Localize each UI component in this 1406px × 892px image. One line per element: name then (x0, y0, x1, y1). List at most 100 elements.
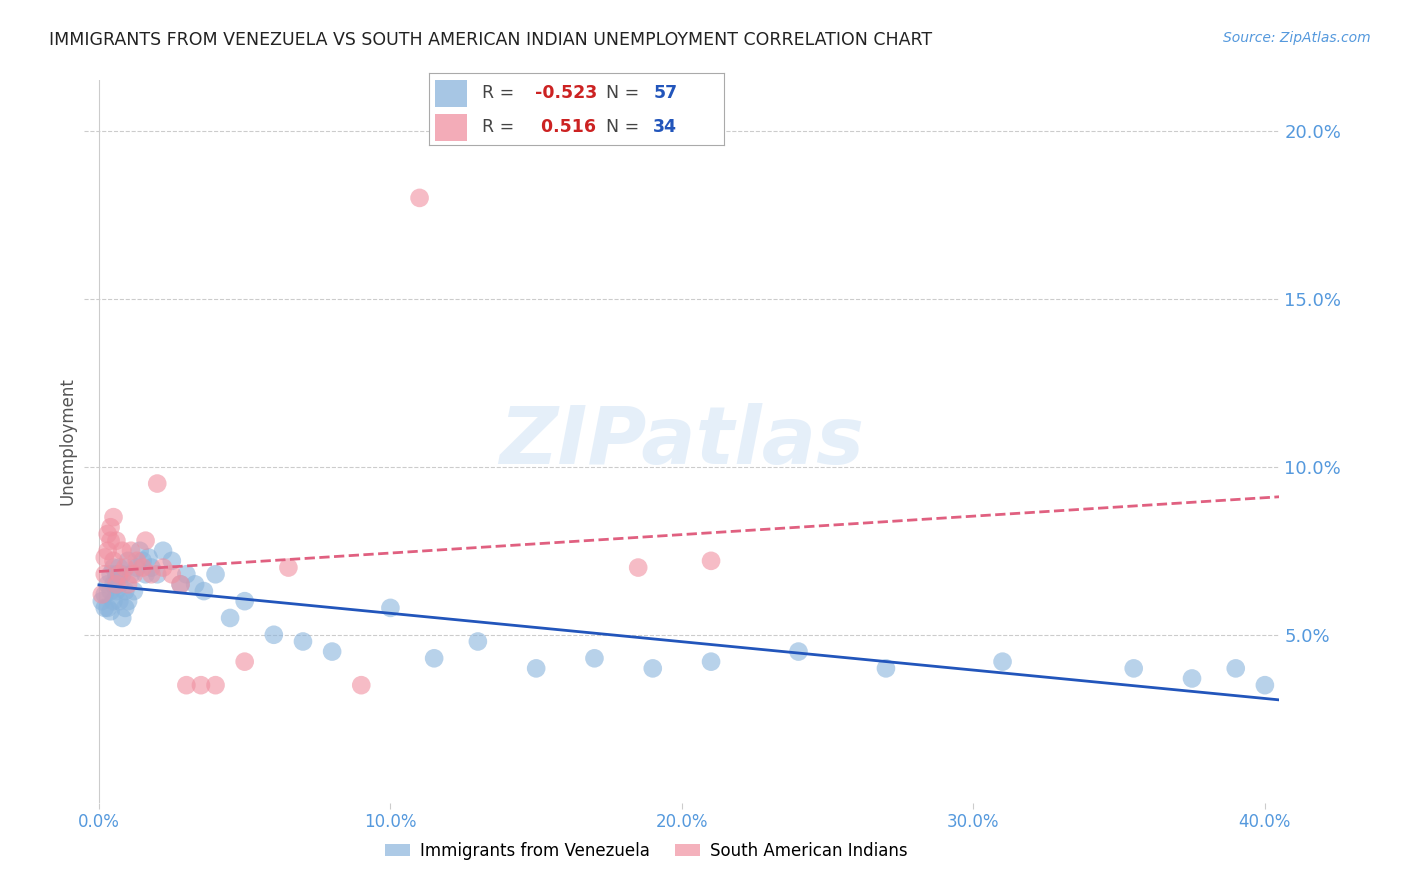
Point (108, 567, 131, 582)
Point (263, 628, 285, 642)
Point (100, 533, 122, 548)
Point (146, 567, 169, 582)
Point (122, 567, 145, 582)
Point (787, 644, 810, 658)
Point (350, 678, 373, 692)
Point (103, 577, 125, 591)
Point (380, 600, 402, 615)
Bar (434, 114, 467, 141)
Point (111, 611, 134, 625)
Point (204, 567, 226, 582)
Point (233, 594, 256, 608)
Point (169, 577, 191, 591)
Text: R =: R = (482, 84, 520, 102)
Point (583, 651, 606, 665)
Point (97, 527, 120, 541)
Point (135, 533, 157, 548)
Text: 0.516: 0.516 (536, 119, 596, 136)
Point (117, 594, 139, 608)
Point (141, 567, 163, 582)
Point (103, 594, 125, 608)
Point (160, 567, 183, 582)
Text: 57: 57 (654, 84, 678, 102)
Point (117, 554, 139, 568)
Point (108, 594, 131, 608)
Point (94, 550, 117, 565)
Point (233, 655, 256, 669)
Point (100, 584, 122, 599)
Point (108, 577, 131, 591)
Point (120, 543, 142, 558)
Text: 34: 34 (654, 119, 678, 136)
Point (700, 554, 723, 568)
Point (524, 661, 547, 675)
Point (1254, 678, 1277, 692)
Point (103, 510, 125, 524)
Point (125, 560, 148, 574)
Point (128, 543, 150, 558)
Point (117, 577, 139, 591)
Text: ZIPatlas: ZIPatlas (499, 402, 865, 481)
Point (146, 476, 169, 491)
Point (111, 543, 134, 558)
Point (423, 651, 446, 665)
Point (160, 554, 183, 568)
Point (97, 600, 120, 615)
Bar (434, 79, 467, 107)
Point (131, 560, 153, 574)
Point (135, 567, 157, 582)
Point (105, 533, 128, 548)
Point (641, 661, 664, 675)
Point (122, 584, 145, 599)
Text: R =: R = (482, 119, 520, 136)
Point (169, 577, 191, 591)
Point (467, 634, 489, 648)
Point (90, 587, 112, 601)
Point (111, 567, 134, 582)
Point (204, 678, 226, 692)
Point (108, 560, 131, 574)
Point (114, 584, 136, 599)
Point (138, 550, 160, 565)
Point (105, 584, 128, 599)
Text: N =: N = (606, 119, 645, 136)
Point (103, 554, 125, 568)
Point (152, 543, 174, 558)
Point (1181, 672, 1204, 686)
Point (97, 577, 120, 591)
Point (141, 560, 163, 574)
Point (627, 560, 650, 574)
Point (700, 655, 723, 669)
Point (90, 594, 112, 608)
Point (1122, 661, 1144, 675)
Point (94, 600, 117, 615)
Text: IMMIGRANTS FROM VENEZUELA VS SOUTH AMERICAN INDIAN UNEMPLOYMENT CORRELATION CHAR: IMMIGRANTS FROM VENEZUELA VS SOUTH AMERI… (49, 31, 932, 49)
Point (125, 554, 148, 568)
Point (100, 604, 122, 618)
Point (100, 567, 122, 582)
Point (120, 567, 142, 582)
Legend: Immigrants from Venezuela, South American Indians: Immigrants from Venezuela, South America… (378, 836, 914, 867)
Point (321, 644, 343, 658)
Text: -0.523: -0.523 (536, 84, 598, 102)
Point (184, 577, 207, 591)
Point (291, 634, 314, 648)
Point (991, 655, 1014, 669)
Point (105, 567, 128, 582)
Point (100, 520, 122, 534)
Text: N =: N = (606, 84, 645, 102)
Point (176, 678, 198, 692)
Text: Source: ZipAtlas.com: Source: ZipAtlas.com (1223, 31, 1371, 45)
Point (193, 584, 215, 599)
Point (408, 191, 430, 205)
Y-axis label: Unemployment: Unemployment (58, 377, 76, 506)
Point (103, 560, 125, 574)
Point (219, 611, 242, 625)
Point (176, 567, 198, 582)
Point (1225, 661, 1247, 675)
Point (131, 554, 153, 568)
Point (114, 560, 136, 574)
Point (277, 560, 299, 574)
Point (190, 678, 212, 692)
Point (94, 567, 117, 582)
